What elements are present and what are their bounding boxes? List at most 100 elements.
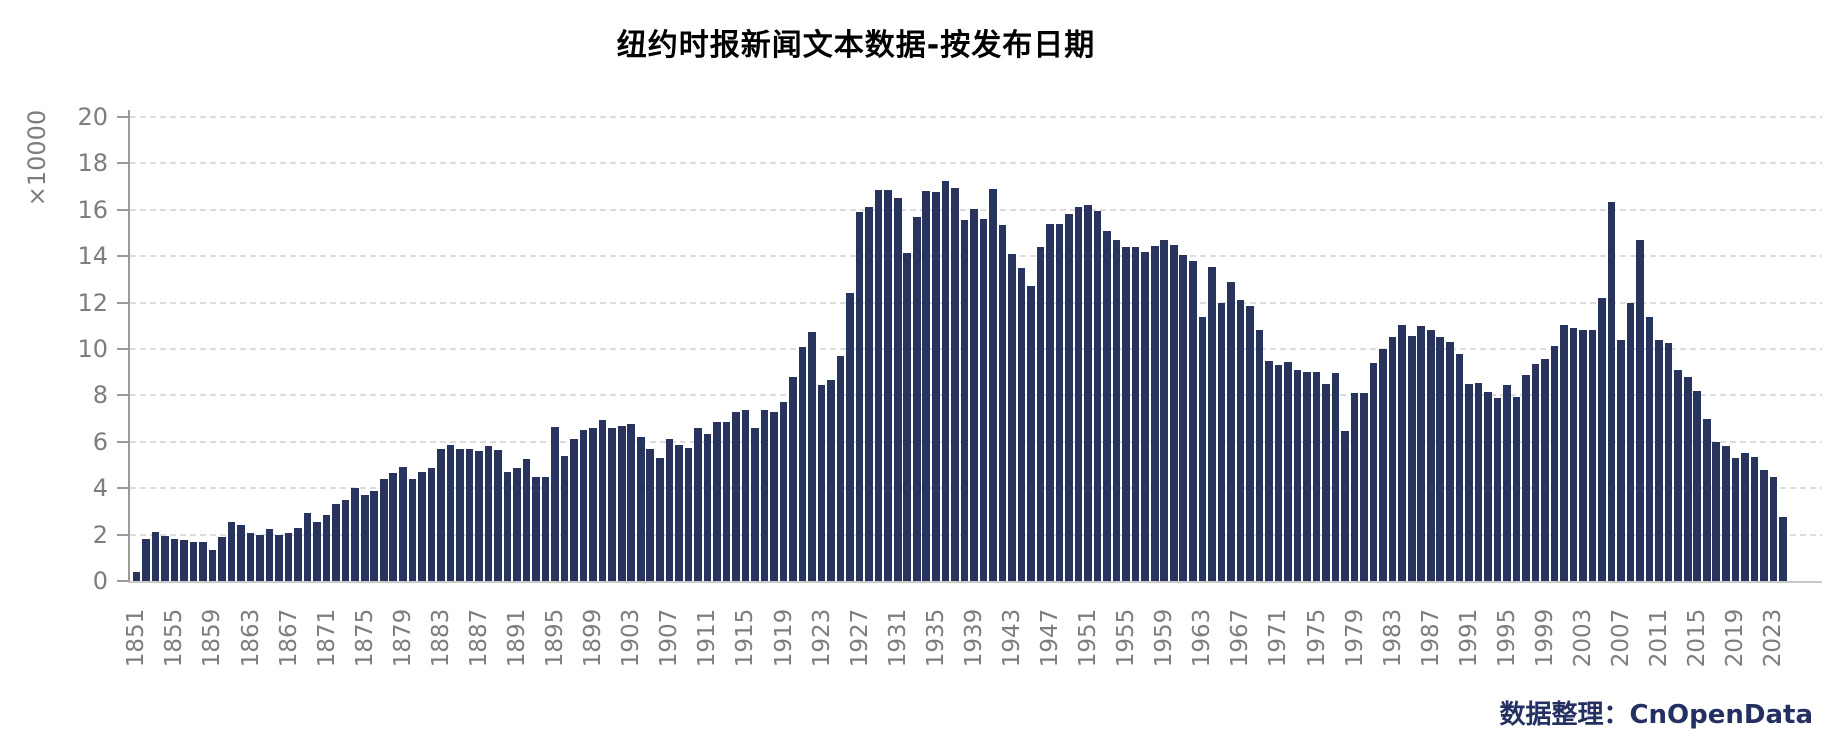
bar bbox=[951, 187, 959, 581]
bar bbox=[170, 539, 179, 581]
bar bbox=[227, 521, 236, 581]
x-tick-label: 1991 bbox=[1455, 608, 1482, 668]
bar bbox=[418, 471, 426, 581]
bar bbox=[598, 419, 607, 581]
bar bbox=[1141, 251, 1149, 581]
bar bbox=[1188, 260, 1197, 581]
bar bbox=[1531, 364, 1540, 581]
bar bbox=[1255, 330, 1264, 581]
bar bbox=[1284, 361, 1292, 581]
bar bbox=[646, 448, 655, 581]
x-tick-label: 2019 bbox=[1722, 608, 1749, 668]
x-tick-label: 1863 bbox=[237, 608, 264, 668]
bar bbox=[360, 495, 369, 581]
x-tick-label: 1875 bbox=[351, 608, 378, 668]
bar bbox=[1626, 302, 1635, 581]
x-tick-label: 1931 bbox=[884, 608, 911, 668]
bar bbox=[1569, 328, 1578, 581]
bar bbox=[341, 499, 350, 581]
bar bbox=[1445, 342, 1454, 581]
bar bbox=[532, 476, 540, 581]
bar bbox=[1179, 255, 1188, 581]
x-tick-label: 1851 bbox=[123, 608, 150, 668]
bar bbox=[189, 541, 198, 581]
gridline bbox=[130, 116, 1822, 118]
bar bbox=[1360, 393, 1368, 581]
bar bbox=[1074, 207, 1083, 581]
y-tick-label: 18 bbox=[77, 149, 108, 178]
y-tick-label: 16 bbox=[77, 195, 108, 224]
bar bbox=[456, 448, 464, 581]
x-tick-label: 1867 bbox=[275, 608, 302, 668]
bar bbox=[865, 207, 873, 581]
bar bbox=[1417, 325, 1426, 581]
y-tick-label: 10 bbox=[77, 335, 108, 363]
bar bbox=[522, 459, 531, 581]
bar bbox=[1236, 300, 1245, 581]
bar bbox=[379, 478, 388, 581]
y-tick-label: 0 bbox=[92, 567, 108, 595]
bar bbox=[627, 424, 636, 581]
bar bbox=[180, 540, 188, 581]
bar bbox=[475, 451, 483, 581]
bar bbox=[608, 427, 616, 581]
bar bbox=[1769, 476, 1778, 581]
x-tick-label: 1943 bbox=[998, 608, 1025, 668]
bar bbox=[1541, 359, 1549, 581]
bar bbox=[1208, 266, 1216, 581]
bar bbox=[275, 534, 283, 581]
y-axis-line bbox=[128, 110, 130, 583]
bar bbox=[1169, 244, 1178, 581]
bar bbox=[1388, 337, 1397, 581]
bar bbox=[1588, 330, 1597, 581]
x-tick-label: 1983 bbox=[1379, 608, 1406, 668]
bar bbox=[779, 402, 788, 581]
x-tick-label: 1963 bbox=[1189, 608, 1216, 668]
bar bbox=[151, 532, 160, 581]
x-tick-label: 2003 bbox=[1570, 608, 1597, 668]
x-tick-label: 1995 bbox=[1493, 608, 1520, 668]
bar bbox=[1512, 396, 1521, 581]
bar bbox=[1731, 458, 1740, 581]
bar bbox=[1369, 362, 1378, 581]
x-tick-label: 1935 bbox=[922, 608, 949, 668]
bar bbox=[1398, 324, 1406, 581]
bar bbox=[1017, 267, 1026, 581]
bar bbox=[1683, 376, 1692, 581]
bar bbox=[1055, 223, 1064, 581]
y-tick-mark bbox=[117, 440, 129, 443]
bar bbox=[1607, 201, 1616, 581]
bar bbox=[1522, 374, 1530, 581]
bar bbox=[1322, 383, 1330, 581]
gridline bbox=[130, 162, 1822, 165]
bar bbox=[408, 478, 417, 581]
bar bbox=[722, 422, 731, 581]
bar bbox=[161, 535, 169, 581]
bar bbox=[589, 427, 597, 581]
bar bbox=[998, 224, 1007, 581]
bar bbox=[579, 430, 588, 581]
bar bbox=[846, 293, 854, 581]
bar bbox=[303, 512, 312, 581]
bar bbox=[1712, 441, 1721, 581]
y-tick-mark bbox=[117, 255, 129, 258]
x-tick-label: 1959 bbox=[1151, 608, 1178, 668]
bar bbox=[1465, 383, 1473, 581]
bar bbox=[1341, 431, 1349, 581]
y-tick-mark bbox=[117, 116, 129, 118]
bar bbox=[1598, 297, 1606, 581]
bar bbox=[1655, 339, 1663, 581]
y-tick-label: 8 bbox=[92, 381, 108, 410]
bar bbox=[989, 188, 997, 581]
x-tick-label: 1987 bbox=[1417, 608, 1444, 668]
bar bbox=[970, 208, 978, 581]
bar bbox=[1312, 372, 1321, 581]
bar bbox=[399, 467, 407, 581]
bar bbox=[912, 216, 921, 581]
x-tick-label: 1895 bbox=[542, 608, 569, 668]
bar bbox=[808, 331, 816, 581]
bar bbox=[1227, 281, 1235, 581]
y-tick-mark bbox=[117, 580, 129, 582]
y-tick-label: 4 bbox=[92, 474, 108, 503]
x-tick-label: 1859 bbox=[199, 608, 226, 668]
